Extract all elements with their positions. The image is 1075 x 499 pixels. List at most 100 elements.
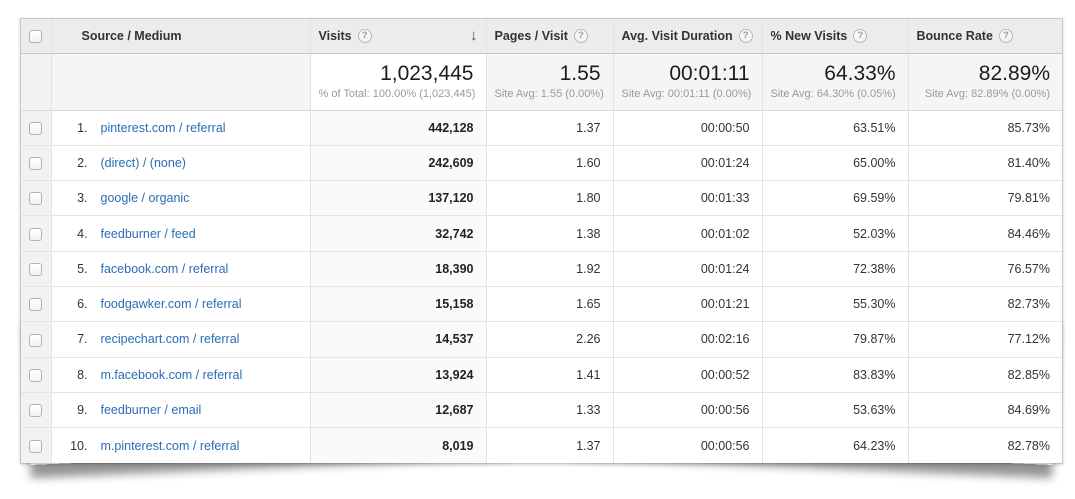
visits-value: 32,742 <box>309 215 486 252</box>
column-header-label: Pages / Visit <box>494 28 568 43</box>
source-medium-cell: 3. google / organic <box>50 180 310 217</box>
row-rank: 7. <box>77 332 88 347</box>
column-header-label: Visits <box>318 28 352 43</box>
source-medium-cell: 6. foodgawker.com / referral <box>50 286 310 323</box>
sort-descending-icon: ↓ <box>470 27 478 45</box>
source-medium-cell: 4. feedburner / feed <box>50 215 310 252</box>
visits-value: 13,924 <box>309 357 486 393</box>
source-medium-cell: 7. recipechart.com / referral <box>50 321 310 358</box>
avg-visit-duration-value: 00:01:21 <box>612 286 762 323</box>
help-icon[interactable]: ? <box>573 28 588 43</box>
avg-visit-duration-value: 00:00:52 <box>612 357 762 393</box>
table-row: 6. foodgawker.com / referral 15,158 1.65… <box>21 286 1062 323</box>
source-medium-link[interactable]: feedburner / feed <box>100 226 196 241</box>
source-medium-link[interactable]: google / organic <box>100 191 190 206</box>
pages-visit-value: 1.65 <box>485 286 613 323</box>
summary-new-visits-cell: 64.33% Site Avg: 64.30% (0.05%) <box>761 53 908 111</box>
select-all-checkbox[interactable] <box>29 29 43 43</box>
row-checkbox[interactable] <box>29 404 43 418</box>
help-icon[interactable]: ? <box>853 28 868 43</box>
row-checkbox-cell <box>21 215 51 252</box>
row-rank: 10. <box>70 438 88 453</box>
bounce-rate-value: 79.81% <box>907 180 1062 217</box>
row-checkbox[interactable] <box>29 368 43 382</box>
visits-value: 14,537 <box>309 321 486 358</box>
avg-visit-duration-value: 00:01:02 <box>612 215 762 252</box>
source-medium-cell: 5. facebook.com / referral <box>50 251 310 287</box>
new-visits-value: 72.38% <box>761 251 908 287</box>
new-visits-value: 63.51% <box>761 110 908 146</box>
pages-visit-value: 1.37 <box>485 110 613 146</box>
table-row: 9. feedburner / email 12,687 1.33 00:00:… <box>21 392 1062 429</box>
pages-visit-value: 1.33 <box>485 392 613 429</box>
help-icon[interactable]: ? <box>738 28 753 43</box>
source-medium-link[interactable]: (direct) / (none) <box>100 155 186 170</box>
row-checkbox[interactable] <box>29 192 43 206</box>
column-header-source-medium[interactable]: Source / Medium <box>50 19 310 54</box>
column-header-avg-visit-duration[interactable]: Avg. Visit Duration ? <box>612 19 762 54</box>
source-medium-table: Source / Medium Visits ? ↓ Pages / Visit <box>21 19 1062 463</box>
row-checkbox[interactable] <box>29 121 43 135</box>
table-row: 8. m.facebook.com / referral 13,924 1.41… <box>21 357 1062 393</box>
source-medium-link[interactable]: recipechart.com / referral <box>100 332 240 347</box>
summary-source-cell <box>50 53 310 111</box>
row-checkbox-cell <box>21 286 51 323</box>
source-medium-link[interactable]: facebook.com / referral <box>100 261 229 276</box>
table-row: 7. recipechart.com / referral 14,537 2.2… <box>21 321 1062 358</box>
avg-pages-visit: 1.55 <box>559 61 601 85</box>
column-header-bounce-rate[interactable]: Bounce Rate ? <box>907 19 1062 54</box>
row-checkbox[interactable] <box>29 262 43 276</box>
bounce-rate: 82.89% <box>978 61 1050 85</box>
column-header-visits[interactable]: Visits ? ↓ <box>309 19 486 54</box>
bounce-rate-value: 84.46% <box>907 215 1062 252</box>
row-checkbox[interactable] <box>29 333 43 347</box>
pages-visit-value: 1.41 <box>485 357 613 393</box>
column-header-label: Bounce Rate <box>916 28 993 43</box>
row-rank: 3. <box>77 191 88 206</box>
pages-visit-value: 1.60 <box>485 145 613 182</box>
row-checkbox-cell <box>21 110 51 146</box>
pages-visit-value: 1.92 <box>485 251 613 287</box>
row-checkbox-cell <box>21 357 51 393</box>
bounce-rate-value: 82.85% <box>907 357 1062 393</box>
avg-visit-duration-value: 00:00:56 <box>612 392 762 429</box>
table-row: 1. pinterest.com / referral 442,128 1.37… <box>21 110 1062 146</box>
table-row: 5. facebook.com / referral 18,390 1.92 0… <box>21 251 1062 287</box>
summary-duration-cell: 00:01:11 Site Avg: 00:01:11 (0.00%) <box>612 53 762 111</box>
source-medium-cell: 2. (direct) / (none) <box>50 145 310 182</box>
pct-new-visits: 64.33% <box>824 61 896 85</box>
help-icon[interactable]: ? <box>357 28 372 43</box>
row-rank: 2. <box>77 155 88 170</box>
new-visits-value: 55.30% <box>761 286 908 323</box>
column-header-label: % New Visits <box>770 28 848 43</box>
source-medium-link[interactable]: pinterest.com / referral <box>100 120 226 135</box>
row-checkbox[interactable] <box>29 439 43 453</box>
source-medium-link[interactable]: foodgawker.com / referral <box>100 297 242 312</box>
source-medium-link[interactable]: m.facebook.com / referral <box>100 367 243 382</box>
total-visits-subtext: % of Total: 100.00% (1,023,445) <box>318 88 476 101</box>
avg-visit-duration-value: 00:00:50 <box>612 110 762 146</box>
bounce-rate-subtext: Site Avg: 82.89% (0.00%) <box>924 88 1050 101</box>
source-medium-link[interactable]: m.pinterest.com / referral <box>100 438 240 453</box>
pages-visit-value: 1.38 <box>485 215 613 252</box>
row-checkbox[interactable] <box>29 227 43 241</box>
row-checkbox[interactable] <box>29 157 43 171</box>
summary-checkbox-cell <box>21 53 51 111</box>
visits-value: 12,687 <box>309 392 486 429</box>
bounce-rate-value: 77.12% <box>907 321 1062 358</box>
source-medium-cell: 1. pinterest.com / referral <box>50 110 310 146</box>
table-header-row: Source / Medium Visits ? ↓ Pages / Visit <box>21 19 1062 54</box>
row-checkbox[interactable] <box>29 298 43 312</box>
column-header-new-visits[interactable]: % New Visits ? <box>761 19 908 54</box>
new-visits-value: 64.23% <box>761 427 908 463</box>
pages-visit-value: 1.80 <box>485 180 613 217</box>
bounce-rate-value: 81.40% <box>907 145 1062 182</box>
help-icon[interactable]: ? <box>998 28 1013 43</box>
source-medium-cell: 9. feedburner / email <box>50 392 310 429</box>
summary-visits-cell: 1,023,445 % of Total: 100.00% (1,023,445… <box>309 53 486 111</box>
source-medium-link[interactable]: feedburner / email <box>100 403 202 418</box>
row-rank: 1. <box>77 120 88 135</box>
summary-row: 1,023,445 % of Total: 100.00% (1,023,445… <box>21 53 1062 111</box>
column-header-pages-visit[interactable]: Pages / Visit ? <box>485 19 613 54</box>
row-rank: 4. <box>77 226 88 241</box>
